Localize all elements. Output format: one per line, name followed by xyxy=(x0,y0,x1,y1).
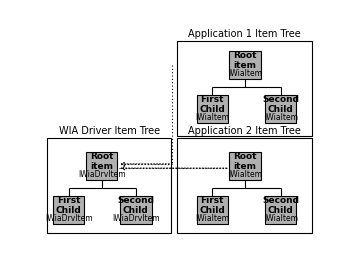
FancyBboxPatch shape xyxy=(47,138,171,233)
FancyBboxPatch shape xyxy=(177,41,312,136)
FancyBboxPatch shape xyxy=(197,196,228,224)
Text: IWiaItem: IWiaItem xyxy=(195,214,229,223)
FancyBboxPatch shape xyxy=(120,196,151,224)
Text: Second
Child: Second Child xyxy=(262,95,299,114)
Text: Root
item: Root item xyxy=(90,152,113,171)
FancyBboxPatch shape xyxy=(86,152,117,180)
Text: First
Child: First Child xyxy=(56,196,82,215)
Text: Application 2 Item Tree: Application 2 Item Tree xyxy=(188,126,301,136)
FancyBboxPatch shape xyxy=(229,51,261,79)
FancyBboxPatch shape xyxy=(265,95,297,123)
FancyBboxPatch shape xyxy=(265,196,297,224)
Text: IWiaDrvItem: IWiaDrvItem xyxy=(45,214,92,223)
FancyBboxPatch shape xyxy=(197,95,228,123)
Text: IWiaItem: IWiaItem xyxy=(195,113,229,122)
Text: First
Child: First Child xyxy=(199,196,225,215)
Text: IWiaItem: IWiaItem xyxy=(228,170,262,179)
Text: First
Child: First Child xyxy=(199,95,225,114)
Text: IWiaItem: IWiaItem xyxy=(264,113,298,122)
FancyBboxPatch shape xyxy=(229,152,261,180)
Text: WIA Driver Item Tree: WIA Driver Item Tree xyxy=(59,126,160,136)
Text: Root
item: Root item xyxy=(233,51,257,70)
Text: IWiaItem: IWiaItem xyxy=(228,69,262,78)
Text: IWiaItem: IWiaItem xyxy=(264,214,298,223)
Text: Second
Child: Second Child xyxy=(117,196,154,215)
Text: Root
item: Root item xyxy=(233,152,257,171)
FancyBboxPatch shape xyxy=(53,196,84,224)
FancyBboxPatch shape xyxy=(177,138,312,233)
Text: Application 1 Item Tree: Application 1 Item Tree xyxy=(188,29,301,39)
Text: IWiaDrvItem: IWiaDrvItem xyxy=(112,214,160,223)
Text: IWiaDrvItem: IWiaDrvItem xyxy=(78,170,125,179)
Text: Second
Child: Second Child xyxy=(262,196,299,215)
